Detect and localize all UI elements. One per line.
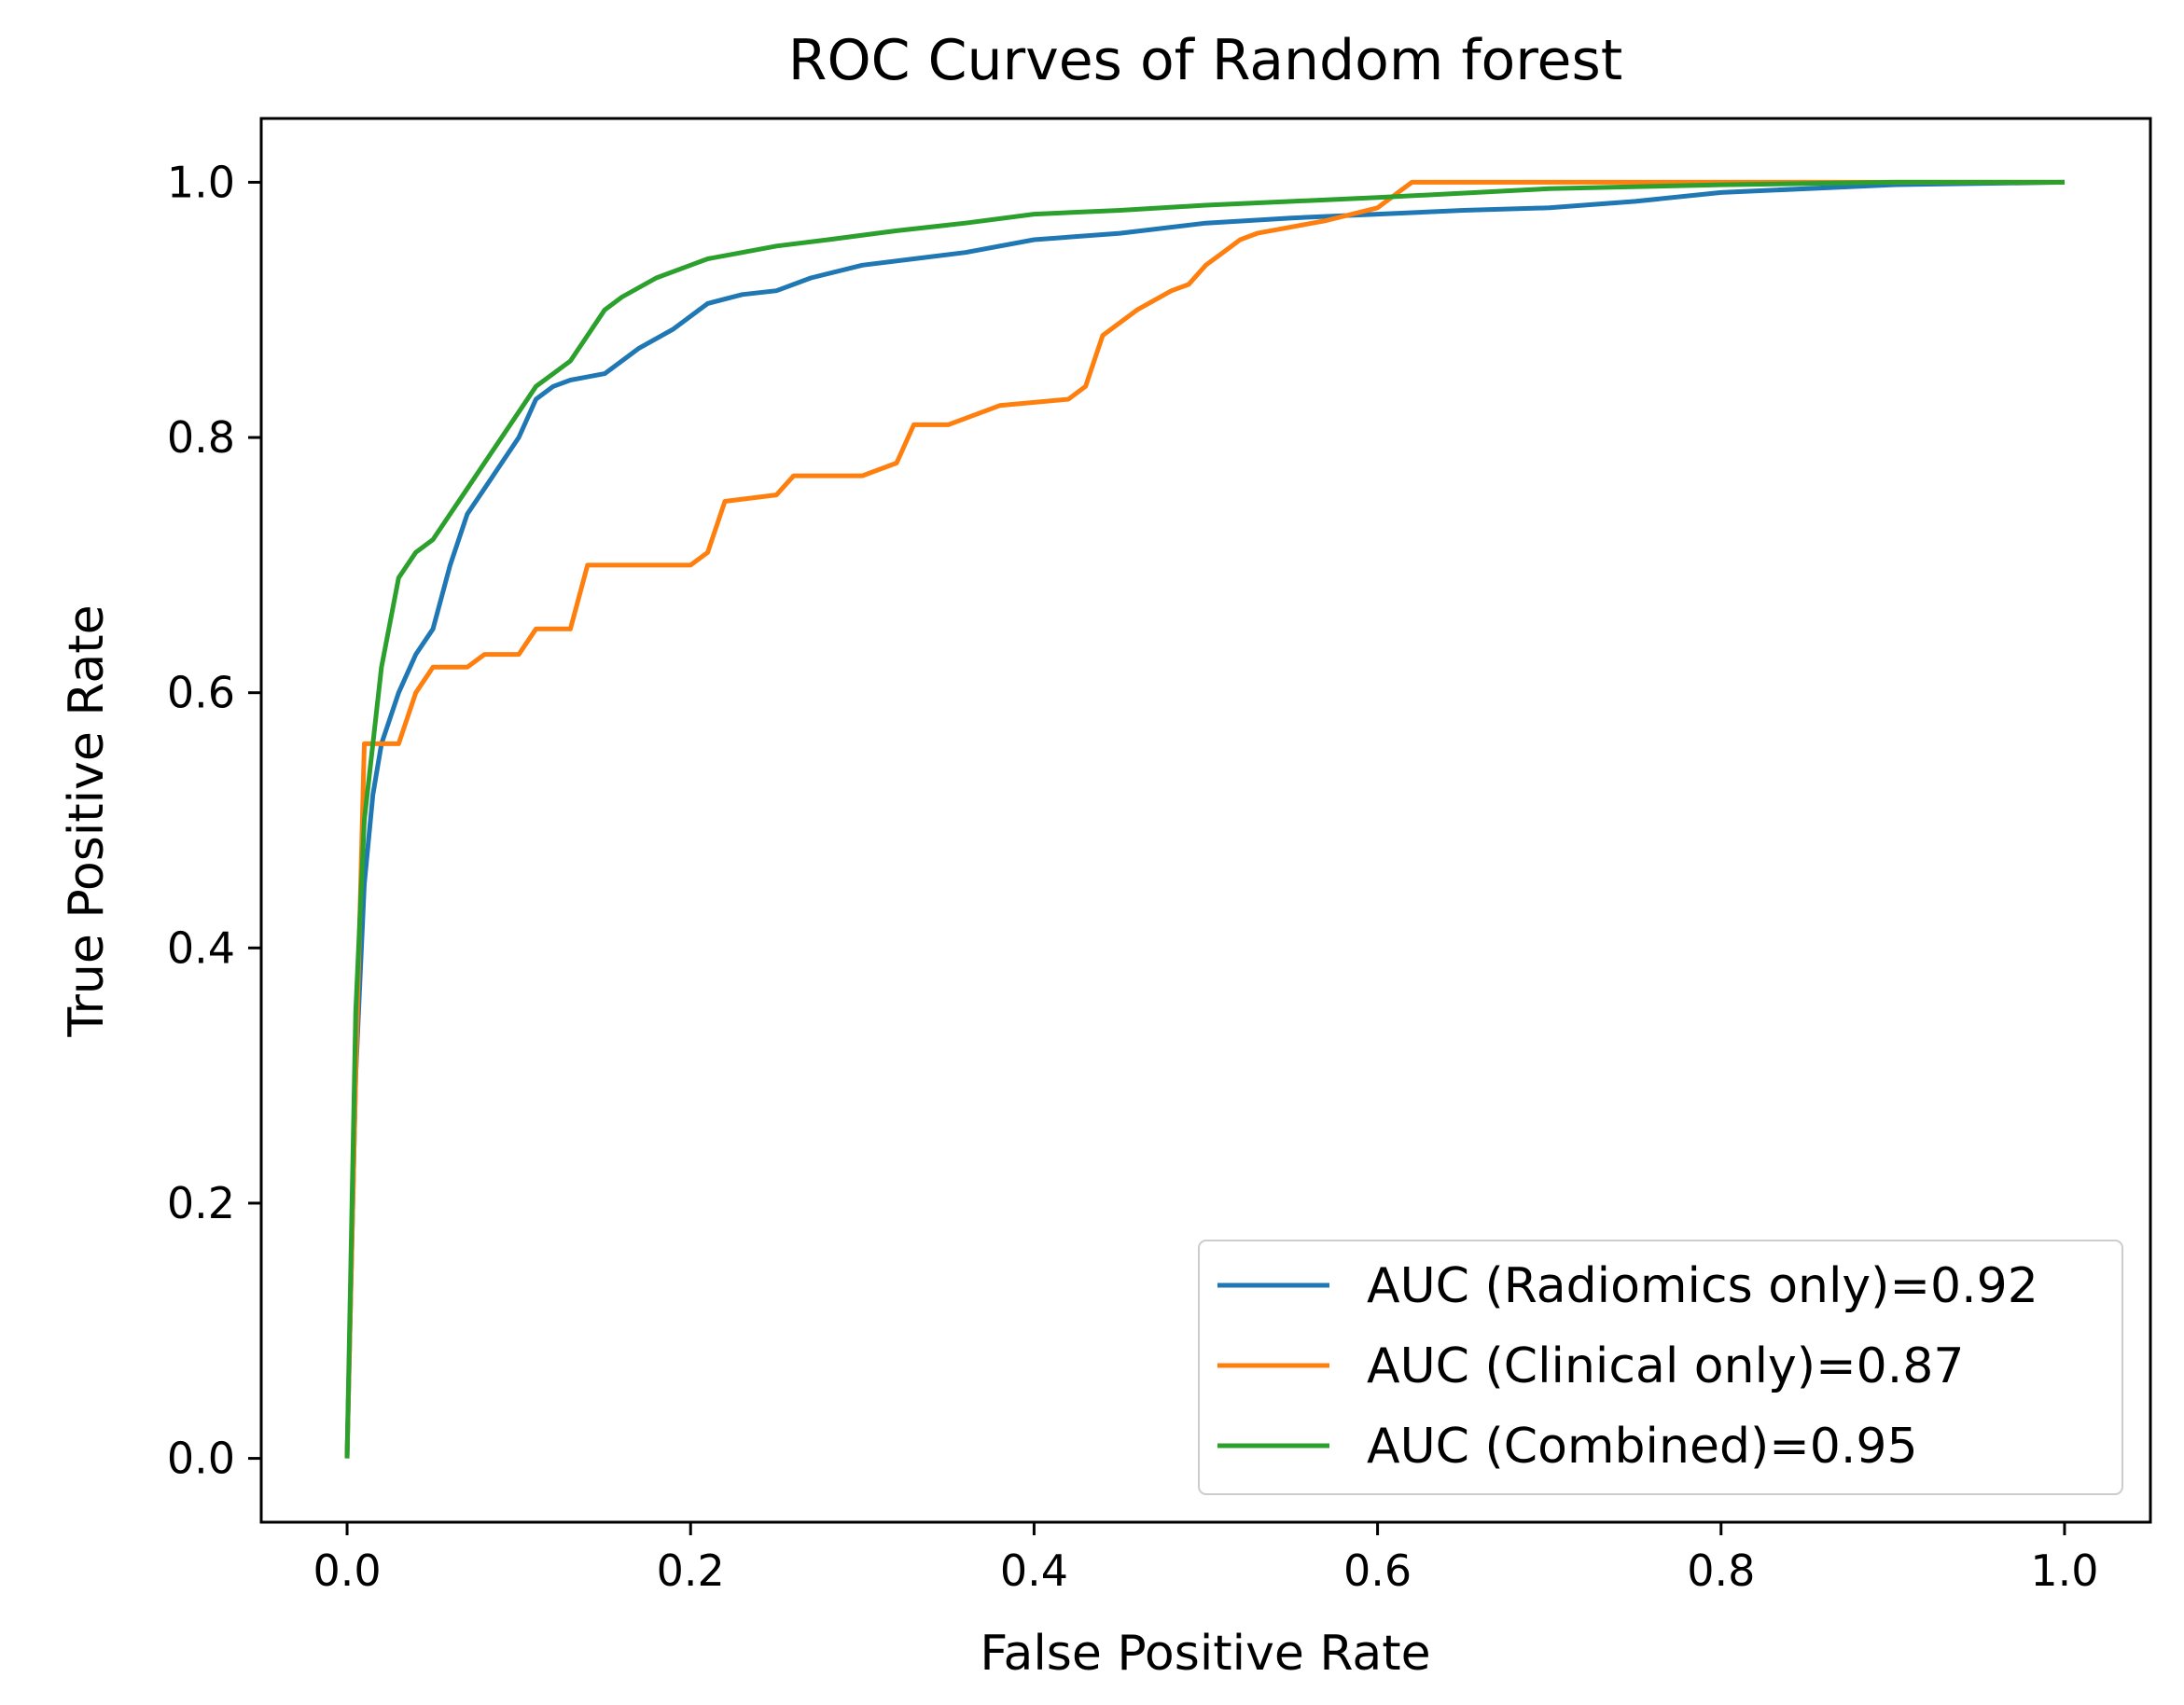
roc-curve-2 [344, 179, 2065, 1459]
x-tick-label: 0.4 [1000, 1546, 1068, 1596]
y-tick-label: 0.2 [167, 1178, 235, 1228]
chart-title: ROC Curves of Random forest [788, 28, 1623, 93]
x-axis-ticks: 0.0 0.2 0.4 0.6 0.8 1.0 [313, 1522, 2099, 1596]
roc-curve-0 [344, 179, 2066, 1459]
y-tick-label: 0.8 [167, 412, 235, 463]
legend-label-combined: AUC (Combined)=0.95 [1367, 1419, 1918, 1475]
x-tick-label: 0.2 [657, 1546, 725, 1596]
x-tick-label: 0.8 [1687, 1546, 1755, 1596]
x-tick-label: 0.0 [313, 1546, 381, 1596]
x-axis-title: False Positive Rate [980, 1626, 1430, 1682]
x-tick-label: 1.0 [2030, 1546, 2098, 1596]
x-tick-label: 0.6 [1343, 1546, 1412, 1596]
y-tick-label: 1.0 [167, 157, 235, 207]
y-tick-label: 0.0 [167, 1434, 235, 1484]
y-tick-label: 0.4 [167, 922, 235, 973]
legend-label-clinical: AUC (Clinical only)=0.87 [1367, 1338, 1964, 1394]
legend-label-radiomics: AUC (Radiomics only)=0.92 [1367, 1258, 2038, 1314]
y-tick-label: 0.6 [167, 668, 235, 718]
plot-frame [259, 117, 2152, 1524]
roc-curve-1 [344, 179, 2065, 1459]
y-axis-title: True Positive Rate [59, 604, 115, 1037]
legend: AUC (Radiomics only)=0.92 AUC (Clinical … [1198, 1240, 2123, 1495]
curves-group [344, 179, 2066, 1459]
legend-box [1198, 1240, 2123, 1495]
y-axis-ticks: 0.0 0.2 0.4 0.6 0.8 1.0 [167, 157, 261, 1484]
